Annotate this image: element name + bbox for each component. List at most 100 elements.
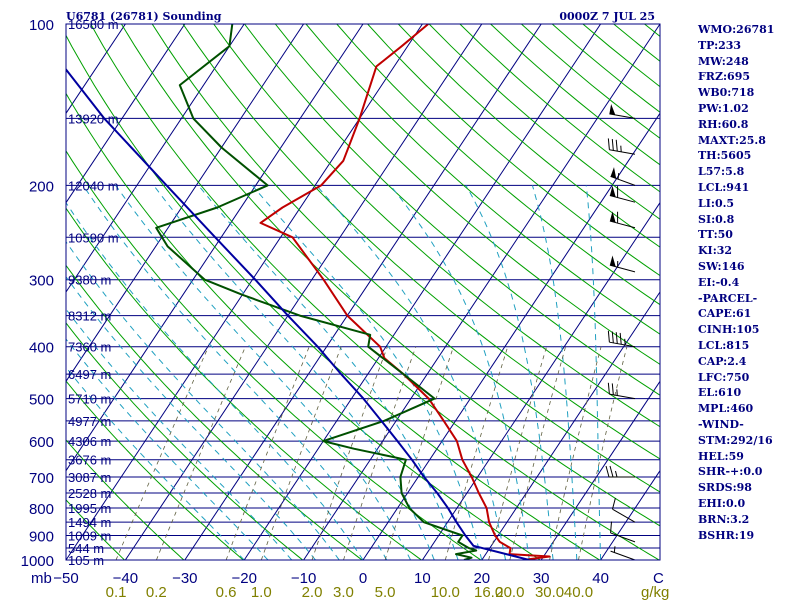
wind-barb — [605, 465, 635, 478]
mixing-ratio-line — [578, 346, 628, 560]
dry-adiabat-line — [66, 34, 600, 560]
sounding-index-line: FRZ:695 — [698, 70, 751, 84]
isotherm-line — [362, 112, 660, 560]
sounding-index-line: EL:610 — [698, 386, 742, 400]
moist-adiabat-line — [66, 308, 293, 560]
sounding-index-line: PW:1.02 — [698, 101, 749, 115]
temperature-tick-label: −30 — [172, 570, 197, 587]
height-label: 105 m — [68, 553, 104, 568]
moist-adiabat-line — [115, 185, 411, 560]
pressure-labels: 100 200 300 400 500 600 700 800 900 1000 — [21, 17, 54, 570]
sounding-index-line: SHR-+:0.0 — [698, 465, 763, 479]
dry-adiabat-line — [244, 24, 660, 396]
dry-adiabat-line — [336, 24, 660, 306]
sounding-index-line: EHI:0.0 — [698, 496, 746, 510]
wind-barb — [607, 382, 636, 400]
height-label: 6497 m — [68, 367, 111, 382]
height-label: 4306 m — [68, 434, 111, 449]
sounding-index-line: WMO:26781 — [698, 23, 775, 36]
isotherm-line — [66, 24, 245, 293]
mixing-ratio-line — [115, 346, 209, 560]
mixing-ratio-label: 30.0 — [535, 584, 564, 600]
wind-barb — [610, 167, 636, 186]
mixing-ratio-line — [156, 346, 246, 560]
mixing-ratio-line — [343, 346, 417, 560]
mixing-ratio-label: 5.0 — [375, 584, 396, 600]
mixing-ratio-line — [384, 346, 454, 560]
pressure-label: 400 — [29, 340, 54, 357]
sounding-index-line: MW:248 — [698, 54, 749, 68]
height-label: 544 m — [68, 541, 104, 556]
isotherm-line — [66, 24, 305, 383]
chart-subtitle: 0000Z 7 JUL 25 — [559, 10, 655, 23]
dry-adiabat-line — [66, 380, 244, 560]
wind-barb — [609, 185, 636, 203]
height-label: 13920 m — [68, 111, 119, 126]
height-label: 10590 m — [68, 230, 119, 245]
pressure-label: 1000 — [21, 553, 54, 570]
moist-adiabat-line — [251, 185, 483, 560]
sounding-index-line: HEL:59 — [698, 449, 744, 463]
dry-adiabat-line — [66, 207, 422, 560]
sounding-index-line: EI:-0.4 — [698, 275, 740, 289]
sounding-index-line: SW:146 — [698, 259, 745, 273]
height-label: 4977 m — [68, 414, 111, 429]
moist-adiabat-line — [66, 366, 245, 560]
dry-adiabat-line — [66, 92, 541, 560]
sounding-index-line: KI:32 — [698, 244, 733, 258]
mixing-ratio-label: 3.0 — [333, 584, 354, 600]
temperature-tick-label: −50 — [53, 570, 78, 587]
dry-adiabat-line — [66, 499, 125, 560]
mixing-ratio-label: 2.0 — [302, 584, 323, 600]
mixing-ratio-label: 1.0 — [251, 584, 272, 600]
plot-frame — [65, 23, 661, 561]
moist-adiabat-line — [66, 276, 316, 560]
mixing-ratio-label: 40.0 — [564, 584, 593, 600]
mixing-ratio-label: 10.0 — [431, 584, 460, 600]
sounding-traces — [66, 24, 551, 560]
moist-adiabat-line — [82, 185, 388, 560]
dry-adiabat-line — [367, 24, 660, 277]
pressure-label: 600 — [29, 434, 54, 451]
sounding-indices-panel: WMO:26781 TP:233 MW:248 FRZ:695 WB0:718 PW:1.… — [698, 22, 798, 543]
isotherm-line — [184, 24, 542, 560]
dry-adiabat-line — [66, 322, 304, 560]
sounding-index-line: STM:292/16 — [698, 433, 773, 447]
pressure-label: 900 — [29, 528, 54, 545]
height-label: 2528 m — [68, 486, 111, 501]
sounding-index-line: SI:0.8 — [698, 212, 735, 226]
wind-barb — [610, 546, 636, 561]
mixing-ratio-label: 16.0 — [474, 584, 503, 600]
sounding-index-line: TT:50 — [698, 228, 733, 242]
dry-adiabat-line — [66, 439, 185, 560]
wind-barbs — [605, 104, 636, 561]
dry-adiabat-line — [66, 150, 482, 560]
mixing-ratio-line — [509, 346, 566, 560]
mixing-ratio-line — [549, 346, 602, 560]
height-labels: 16580 m 13920 m 12040 m 10590 m 9380 m 8312 m… — [68, 17, 119, 568]
dry-adiabat-line — [274, 24, 660, 365]
sounding-index-line: CAPE:61 — [698, 307, 752, 321]
mixing-ratio-line — [444, 346, 509, 560]
sounding-index-line: LCL:941 — [698, 180, 750, 194]
sounding-index-line: TH:5605 — [698, 149, 752, 163]
mixing-ratio-unit-label: g/kg — [641, 584, 669, 600]
isotherm-line — [303, 24, 660, 560]
temperature-tick-label: 20 — [473, 570, 490, 587]
moist-adiabat-line — [153, 185, 435, 560]
dry-adiabat-line — [182, 24, 660, 460]
wind-barb — [611, 498, 636, 523]
sounding-index-line: MAXT:25.8 — [698, 133, 766, 147]
moist-adiabat-line — [465, 185, 554, 560]
dry-adiabat-line — [213, 24, 660, 428]
temperature-line — [259, 24, 551, 560]
mixing-ratio-line — [260, 346, 342, 560]
isotherm-line — [66, 24, 186, 204]
mixing-ratio-label: 20.0 — [495, 584, 524, 600]
sounding-index-line: BSHR:19 — [698, 528, 755, 542]
sounding-index-line: -PARCEL- — [698, 291, 758, 305]
temperature-unit-label: C — [653, 570, 664, 587]
pressure-label: 100 — [29, 17, 54, 34]
temperature-tick-label: −10 — [291, 570, 316, 587]
height-label: 12040 m — [68, 178, 119, 193]
